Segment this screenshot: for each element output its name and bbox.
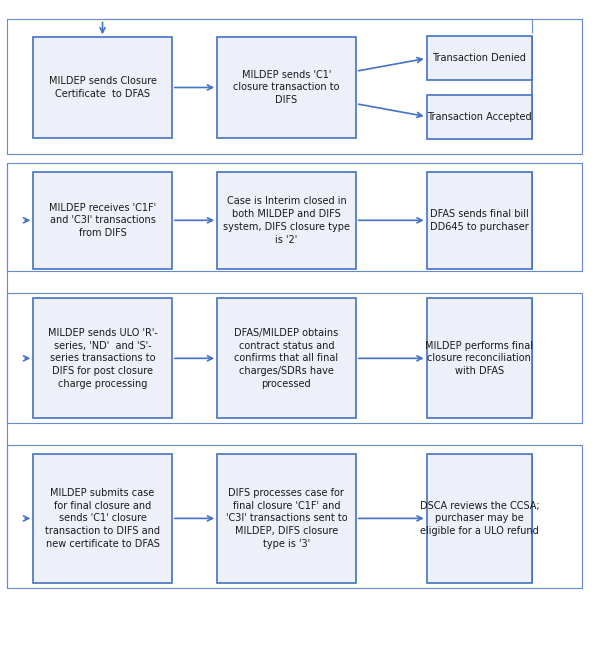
Text: MILDEP sends Closure
Certificate  to DFAS: MILDEP sends Closure Certificate to DFAS bbox=[48, 76, 157, 99]
FancyBboxPatch shape bbox=[427, 454, 532, 583]
FancyBboxPatch shape bbox=[427, 172, 532, 269]
FancyBboxPatch shape bbox=[33, 172, 172, 269]
FancyBboxPatch shape bbox=[217, 172, 356, 269]
FancyBboxPatch shape bbox=[217, 298, 356, 419]
Text: DFAS/MILDEP obtains
contract status and
confirms that all final
charges/SDRs hav: DFAS/MILDEP obtains contract status and … bbox=[235, 328, 338, 389]
FancyBboxPatch shape bbox=[427, 95, 532, 139]
Text: MILDEP sends ULO 'R'-
series, 'ND'  and 'S'-
series transactions to
DIFS for pos: MILDEP sends ULO 'R'- series, 'ND' and '… bbox=[48, 328, 157, 389]
Text: Case is Interim closed in
both MILDEP and DIFS
system, DIFS closure type
is '2': Case is Interim closed in both MILDEP an… bbox=[223, 196, 350, 244]
Text: MILDEP sends 'C1'
closure transaction to
DIFS: MILDEP sends 'C1' closure transaction to… bbox=[233, 70, 339, 105]
Text: MILDEP receives 'C1F'
and 'C3I' transactions
from DIFS: MILDEP receives 'C1F' and 'C3I' transact… bbox=[49, 203, 156, 238]
FancyBboxPatch shape bbox=[427, 36, 532, 80]
Text: MILDEP submits case
for final closure and
sends 'C1' closure
transaction to DIFS: MILDEP submits case for final closure an… bbox=[45, 488, 160, 549]
FancyBboxPatch shape bbox=[217, 37, 356, 138]
Text: DFAS sends final bill
DD645 to purchaser: DFAS sends final bill DD645 to purchaser bbox=[430, 209, 529, 232]
Text: Transaction Accepted: Transaction Accepted bbox=[427, 111, 532, 122]
FancyBboxPatch shape bbox=[427, 298, 532, 419]
Text: MILDEP performs final
closure reconciliation
with DFAS: MILDEP performs final closure reconcilia… bbox=[425, 341, 534, 376]
Text: Transaction Denied: Transaction Denied bbox=[432, 53, 526, 64]
FancyBboxPatch shape bbox=[33, 37, 172, 138]
Text: DSCA reviews the CCSA;
purchaser may be
eligible for a ULO refund: DSCA reviews the CCSA; purchaser may be … bbox=[420, 501, 539, 536]
Text: DIFS processes case for
final closure 'C1F' and
'C3I' transactions sent to
MILDE: DIFS processes case for final closure 'C… bbox=[226, 488, 347, 549]
FancyBboxPatch shape bbox=[217, 454, 356, 583]
FancyBboxPatch shape bbox=[33, 454, 172, 583]
FancyBboxPatch shape bbox=[33, 298, 172, 419]
